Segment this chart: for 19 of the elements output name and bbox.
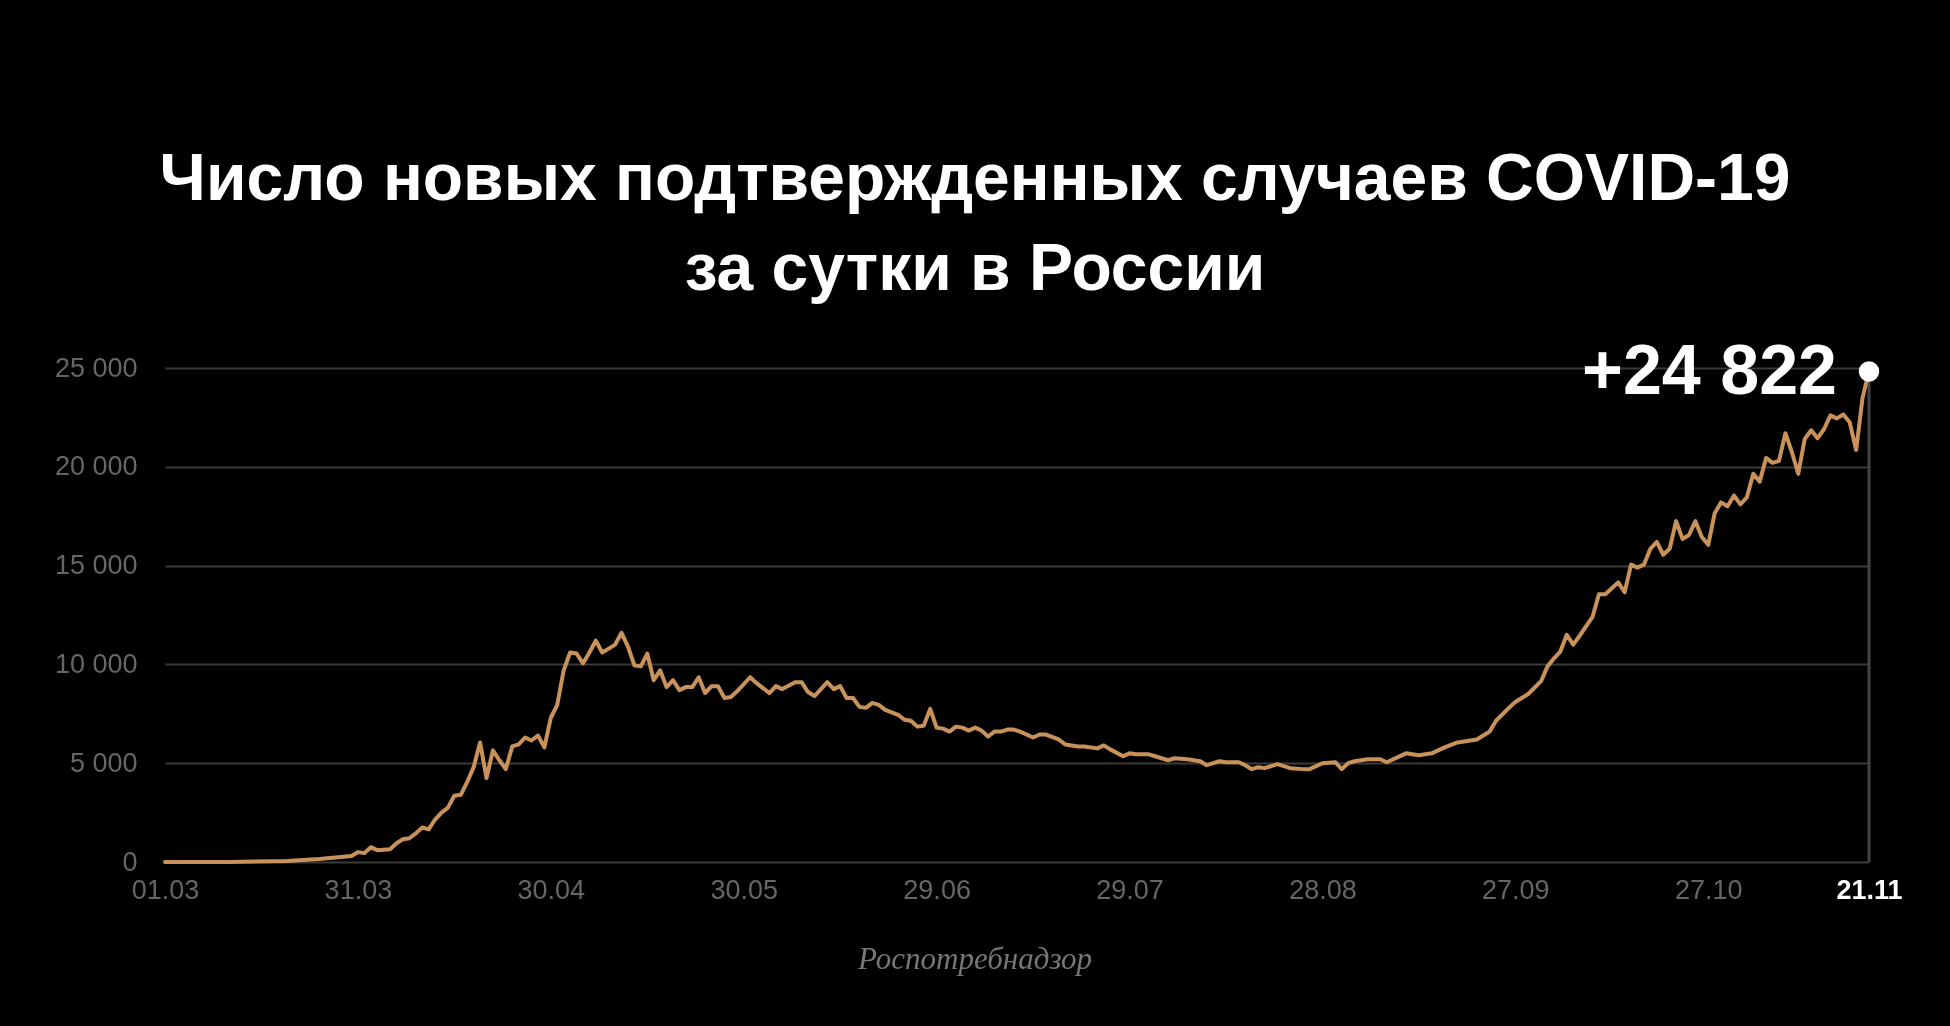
y-tick-label: 20 000 bbox=[54, 451, 138, 482]
y-tick-label: 10 000 bbox=[54, 648, 138, 679]
x-tick-label: 30.04 bbox=[517, 874, 586, 905]
chart-title: Число новых подтвержденных случаев COVID-19 за сутки в России bbox=[159, 139, 1791, 304]
data-label: +24 822 bbox=[1582, 330, 1837, 409]
x-tick-label: 27.09 bbox=[1482, 874, 1550, 905]
text: Роспотребнадзор bbox=[856, 941, 1093, 976]
x-tick-label: 28.08 bbox=[1289, 874, 1357, 905]
y-tick-label: 0 bbox=[122, 846, 138, 877]
y-tick-label: 25 000 bbox=[54, 352, 138, 383]
y-tick-label: 15 000 bbox=[54, 550, 138, 581]
y-tick-label: 5 000 bbox=[69, 747, 138, 778]
x-tick-label: 01.03 bbox=[131, 874, 200, 905]
x-tick-label: 31.03 bbox=[324, 874, 393, 905]
x-tick-label: 29.07 bbox=[1096, 874, 1164, 905]
x-tick-label: 29.06 bbox=[903, 874, 971, 905]
x-tick-label: 30.05 bbox=[710, 874, 779, 905]
x-tick-label: 21.11 bbox=[1836, 874, 1903, 905]
x-tick-label: 27.10 bbox=[1674, 874, 1743, 905]
